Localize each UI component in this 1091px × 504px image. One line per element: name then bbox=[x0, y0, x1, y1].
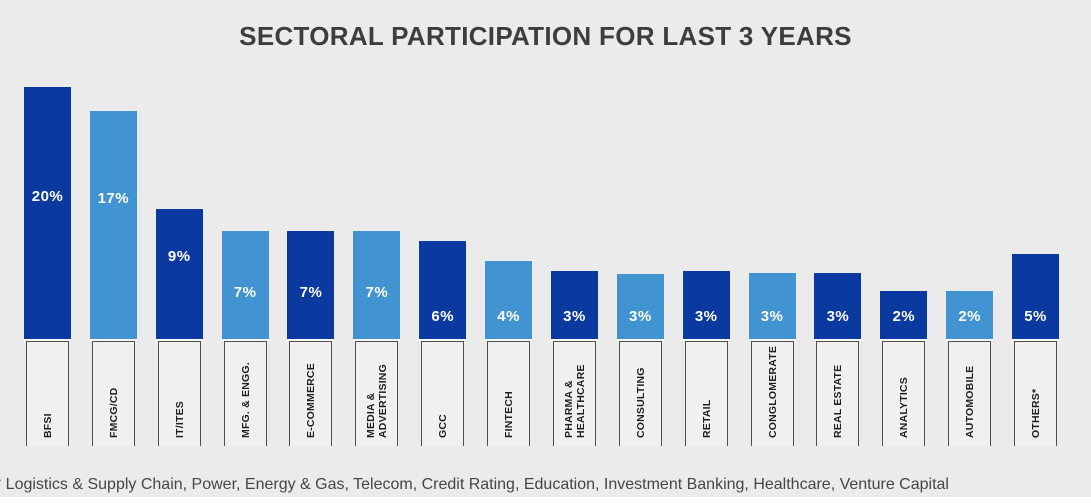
category-label: E-COMMERCE bbox=[290, 342, 331, 446]
bar: 3% bbox=[616, 274, 664, 341]
bar-value-label: 17% bbox=[97, 190, 130, 207]
bar-value-label: 6% bbox=[431, 308, 455, 325]
category-label-box: GCC bbox=[421, 341, 465, 446]
bar-value-label: 3% bbox=[628, 308, 652, 325]
bar: 2% bbox=[946, 291, 994, 341]
bar: 9% bbox=[155, 209, 203, 341]
bar-value-label: 4% bbox=[497, 308, 520, 325]
bar: 6% bbox=[419, 241, 467, 341]
category-label-box: REAL ESTATE bbox=[816, 341, 860, 446]
category-label: AUTOMOBILE bbox=[949, 342, 990, 446]
bar: 7% bbox=[287, 231, 335, 341]
bottom-white-strip bbox=[0, 497, 1091, 504]
bar-value-label: 5% bbox=[1024, 308, 1047, 325]
category-label-line: FINTECH bbox=[502, 391, 515, 438]
category-label: IT/ITES bbox=[159, 342, 200, 446]
category-label-line: RETAIL bbox=[700, 399, 713, 438]
category-label: GCC bbox=[422, 342, 463, 446]
category-label-line: IT/ITES bbox=[173, 401, 186, 438]
category-label: FINTECH bbox=[488, 342, 529, 446]
category-label: RETAIL bbox=[686, 342, 727, 446]
category-label-box: MFG. & ENGG. bbox=[223, 341, 267, 446]
category-label: OTHERS* bbox=[1015, 342, 1056, 446]
category-label: MFG. & ENGG. bbox=[225, 342, 266, 446]
category-label: MEDIA & ADVERTISING bbox=[356, 342, 397, 446]
bar: 4% bbox=[485, 261, 533, 341]
category-label-line: AUTOMOBILE bbox=[963, 365, 976, 438]
category-label-box: RETAIL bbox=[684, 341, 728, 446]
category-label-line: BFSI bbox=[41, 413, 54, 438]
bar: 3% bbox=[814, 273, 862, 341]
category-label-box: E-COMMERCE bbox=[289, 341, 333, 446]
bar-value-label: 2% bbox=[892, 308, 916, 325]
category-label-line: E-COMMERCE bbox=[304, 363, 317, 438]
category-label-line: FMCG/CD bbox=[107, 387, 120, 438]
bar-value-label: 7% bbox=[233, 284, 257, 301]
bar: 7% bbox=[353, 231, 401, 341]
category-label-line: ANALYTICS bbox=[897, 377, 910, 438]
category-label-box: PHARMA & HEALTHCARE bbox=[552, 341, 596, 446]
bar: 3% bbox=[748, 273, 796, 341]
bar: 17% bbox=[89, 111, 137, 341]
category-label: BFSI bbox=[27, 342, 68, 446]
bar-value-label: 3% bbox=[826, 308, 850, 325]
bar: 20% bbox=[24, 87, 71, 341]
category-label-line: REAL ESTATE bbox=[831, 364, 844, 438]
category-label-box: AUTOMOBILE bbox=[948, 341, 992, 446]
bar: 5% bbox=[1012, 254, 1060, 341]
category-label-box: CONGLOMERATE bbox=[750, 341, 794, 446]
bar-value-label: 9% bbox=[167, 248, 191, 265]
category-label-line: CONSULTING bbox=[634, 367, 647, 438]
bar: 7% bbox=[221, 231, 269, 341]
bar-value-label: 20% bbox=[31, 188, 64, 205]
category-label-line: HEALTHCARE bbox=[574, 364, 587, 438]
bar-value-label: 3% bbox=[760, 308, 784, 325]
category-label: ANALYTICS bbox=[883, 342, 924, 446]
bar: 3% bbox=[550, 271, 598, 341]
category-label: CONGLOMERATE bbox=[752, 342, 793, 446]
chart-footnote: * Logistics & Supply Chain, Power, Energ… bbox=[0, 476, 949, 493]
category-label-line: MEDIA & bbox=[364, 392, 377, 438]
category-label-box: ANALYTICS bbox=[882, 341, 926, 446]
bar-value-label: 7% bbox=[365, 284, 389, 301]
bar-value-label: 3% bbox=[563, 308, 586, 325]
category-label-line: CONGLOMERATE bbox=[766, 345, 779, 438]
category-label-box: CONSULTING bbox=[618, 341, 662, 446]
category-label-line: MFG. & ENGG. bbox=[239, 362, 252, 438]
category-label-box: FMCG/CD bbox=[91, 341, 135, 446]
category-label-line: OTHERS* bbox=[1029, 388, 1042, 438]
chart-title: SECTORAL PARTICIPATION FOR LAST 3 YEARS bbox=[239, 21, 852, 51]
category-label-line: GCC bbox=[436, 414, 449, 438]
category-label: CONSULTING bbox=[620, 342, 661, 446]
category-label: PHARMA & HEALTHCARE bbox=[554, 342, 595, 446]
bar: 3% bbox=[682, 271, 730, 341]
category-label: FMCG/CD bbox=[93, 342, 134, 446]
bar-value-label: 7% bbox=[299, 284, 323, 301]
bar: 2% bbox=[880, 291, 928, 341]
category-label-box: BFSI bbox=[26, 341, 69, 446]
category-label-box: FINTECH bbox=[487, 341, 531, 446]
category-label-box: MEDIA & ADVERTISING bbox=[355, 341, 399, 446]
category-label-line: ADVERTISING bbox=[376, 364, 389, 438]
category-label-box: IT/ITES bbox=[157, 341, 201, 446]
bar-value-label: 2% bbox=[958, 308, 982, 325]
category-label-box: OTHERS* bbox=[1014, 341, 1058, 446]
category-label: REAL ESTATE bbox=[817, 342, 858, 446]
category-label-line: PHARMA & bbox=[562, 380, 575, 438]
bar-value-label: 3% bbox=[694, 308, 718, 325]
